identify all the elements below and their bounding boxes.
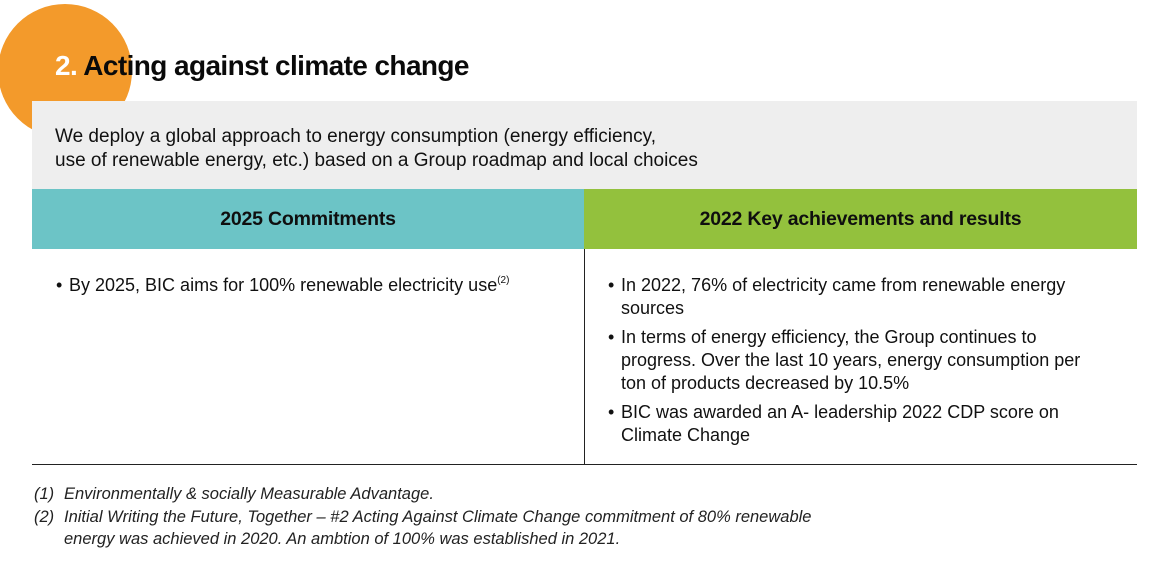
achievement-text: In terms of energy efficiency, the Group…: [621, 327, 1081, 393]
achievements-header: 2022 Key achievements and results: [584, 189, 1137, 249]
achievement-text: BIC was awarded an A- leadership 2022 CD…: [621, 402, 1059, 445]
achievements-heading: 2022 Key achievements and results: [699, 207, 1022, 230]
commitment-text: By 2025, BIC aims for 100% renewable ele…: [69, 275, 498, 295]
footnote-mark: (1): [34, 485, 55, 503]
column-divider: [584, 249, 585, 464]
list-item: BIC was awarded an A- leadership 2022 CD…: [608, 401, 1088, 447]
footnotes: (1) Environmentally & socially Measurabl…: [34, 483, 854, 551]
footnote-2: (2) Initial Writing the Future, Together…: [34, 506, 854, 551]
intro-line-2: use of renewable energy, etc.) based on …: [55, 150, 698, 171]
title-number: 2.: [55, 50, 78, 81]
page-title: 2. Acting against climate change: [55, 50, 469, 82]
commitments-header: 2025 Commitments: [32, 189, 584, 249]
footnote-text: Initial Writing the Future, Together – #…: [64, 507, 812, 549]
commitments-list: By 2025, BIC aims for 100% renewable ele…: [56, 274, 566, 303]
list-item: In 2022, 76% of electricity came from re…: [608, 274, 1088, 320]
intro-box: We deploy a global approach to energy co…: [32, 101, 1137, 189]
achievements-list: In 2022, 76% of electricity came from re…: [608, 274, 1088, 453]
title-text: Acting against climate change: [83, 50, 469, 81]
footnote-reference: (2): [497, 275, 510, 286]
commitments-heading: 2025 Commitments: [220, 207, 396, 230]
footnote-mark: (2): [34, 507, 55, 526]
list-item: In terms of energy efficiency, the Group…: [608, 326, 1088, 395]
table-bottom-rule: [32, 464, 1137, 465]
achievement-text: In 2022, 76% of electricity came from re…: [621, 275, 1066, 318]
intro-line-1: We deploy a global approach to energy co…: [55, 126, 656, 147]
list-item: By 2025, BIC aims for 100% renewable ele…: [56, 274, 566, 297]
footnote-1: (1) Environmentally & socially Measurabl…: [34, 483, 854, 506]
footnote-text: Environmentally & socially Measurable Ad…: [64, 485, 434, 503]
